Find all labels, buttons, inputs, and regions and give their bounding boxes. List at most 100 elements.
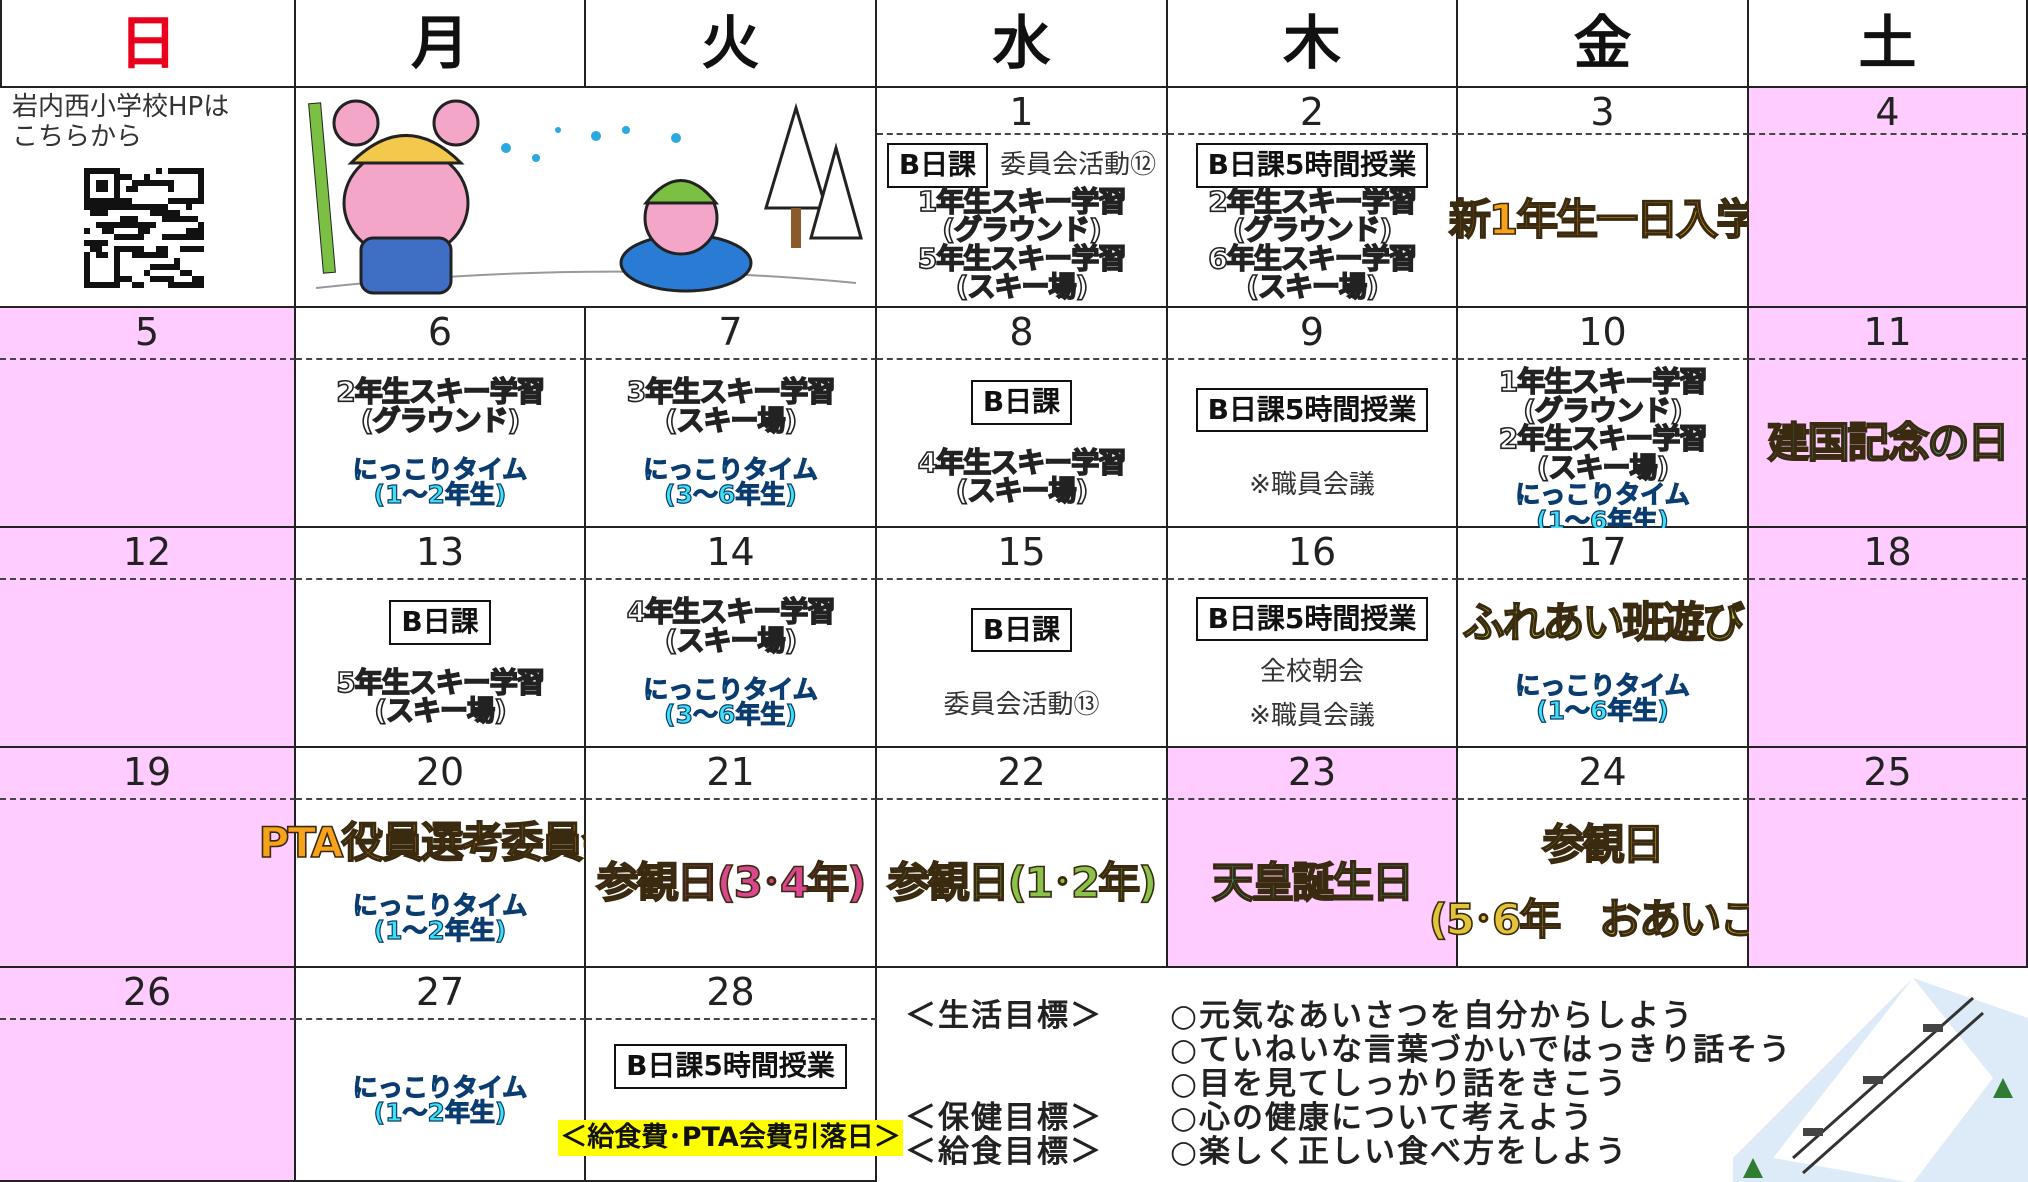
day-cell (1749, 800, 2028, 968)
qr-module (102, 198, 108, 204)
event: 3年生スキー学習 (スキー場) (626, 377, 836, 435)
qr-module (84, 282, 90, 288)
event: ※職員会議 (1249, 703, 1375, 730)
qr-module (84, 276, 90, 282)
qr-module (120, 216, 126, 222)
goal-label: ＜給食目標＞ (905, 1134, 1103, 1170)
qr-module (84, 204, 90, 210)
event: 2年生スキー学習 (グラウンド) (1207, 184, 1417, 245)
date-number: 24 (1578, 750, 1627, 794)
date-number: 9 (1299, 310, 1325, 354)
event-line: 参観日(1･2年) (887, 857, 1158, 907)
qr-module (186, 204, 192, 210)
qr-module (132, 252, 138, 258)
event: 天皇誕生日 (1211, 860, 1415, 905)
qr-module (108, 204, 114, 210)
qr-module (150, 204, 156, 210)
qr-module (144, 228, 150, 234)
date-cell: 28 (586, 968, 877, 1020)
qr-module (102, 228, 108, 234)
qr-module (168, 210, 174, 216)
event-line: (1～2年生) (373, 916, 507, 946)
qr-module (90, 246, 96, 252)
event-line: B日課 (898, 148, 977, 181)
qr-module (96, 186, 102, 192)
event-line: 1年生スキー学習 (917, 184, 1127, 218)
ski-lift-illustration (1733, 978, 2028, 1182)
qr-module (120, 204, 126, 210)
event-line: 4年生スキー学習 (626, 595, 836, 629)
event-line: にっこりタイム (643, 454, 819, 484)
qr-module (96, 204, 102, 210)
qr-module (174, 198, 180, 204)
qr-module (186, 246, 192, 252)
event: 委員会活動⑫ (1000, 152, 1156, 179)
qr-module (96, 240, 102, 246)
date-cell: 7 (586, 308, 877, 360)
date-number: 19 (122, 750, 172, 794)
day-header: 月 (296, 0, 586, 88)
day-cell: にっこりタイム (1～2年生) (296, 1020, 586, 1182)
date-number: 20 (415, 750, 465, 794)
event-line: にっこりタイム (352, 454, 528, 484)
goal-item: ○目を見てしっかり話をきこう (1170, 1066, 1629, 1102)
qr-module (156, 252, 162, 258)
day-cell: 4年生スキー学習 (スキー場) にっこりタイム (3～6年生) (586, 580, 877, 748)
qr-module (132, 180, 138, 186)
qr-module (84, 186, 90, 192)
day-cell: 参観日(1･2年) (877, 800, 1168, 968)
qr-module (150, 264, 156, 270)
event-line: (グラウンド) (360, 404, 521, 438)
event-line: B日課5時間授業 (1207, 601, 1417, 635)
event-line: B日課 (982, 385, 1061, 419)
qr-module (120, 222, 126, 228)
event-line: (スキー場) (1245, 270, 1379, 304)
event: にっこりタイム (1～6年生) (1515, 672, 1691, 724)
qr-module (174, 216, 180, 222)
qr-module (120, 174, 126, 180)
date-number: 7 (718, 310, 743, 354)
qr-module (114, 276, 120, 282)
event: B日課5時間授業 (1195, 387, 1429, 433)
qr-module (156, 210, 162, 216)
qr-module (126, 216, 132, 222)
qr-module (144, 270, 150, 276)
date-cell: 23 (1168, 748, 1458, 800)
event: B日課5時間授業 (1195, 596, 1429, 642)
date-cell: 5 (0, 308, 296, 360)
qr-module (114, 234, 120, 240)
qr-module (102, 210, 108, 216)
qr-module (114, 192, 120, 198)
qr-module (96, 198, 102, 204)
qr-module (102, 168, 108, 174)
day-cell: PTA役員選考委員会 にっこりタイム (1～2年生) (258, 800, 624, 968)
date-number: 25 (1863, 750, 1912, 794)
day-cell: B日課5時間授業 ＜給食費･PTA会費引落日＞ (558, 1020, 903, 1182)
goal-item: ○元気なあいさつを自分からしよう (1170, 998, 1695, 1034)
qr-module (120, 234, 126, 240)
qr-module (186, 234, 192, 240)
event-line: (グラウンド) (941, 213, 1102, 247)
qr-module (126, 174, 132, 180)
qr-module (90, 168, 96, 174)
qr-module (174, 168, 180, 174)
qr-module (84, 252, 90, 258)
event: B日課 (886, 143, 989, 188)
date-cell: 11 (1749, 308, 2028, 360)
qr-module (132, 204, 138, 210)
day-cell (0, 360, 296, 528)
qr-module (162, 180, 168, 186)
day-cell: B日課 委員会活動⑬ (877, 580, 1168, 748)
qr-module (180, 198, 186, 204)
event-line: 5年生スキー学習 (917, 241, 1127, 275)
event-line: 2年生スキー学習 (1207, 184, 1417, 218)
qr-module (168, 234, 174, 240)
date-number: 3 (1590, 90, 1615, 134)
goals-area: ＜生活目標＞ ○元気なあいさつを自分からしよう ○ていねいな言葉づかいではっきり話そ… (877, 968, 2028, 1182)
date-cell: 18 (1749, 528, 2028, 580)
date-number: 15 (997, 530, 1046, 574)
event-line: 新1年生一日入学 (1448, 195, 1759, 245)
qr-module (108, 198, 114, 204)
date-number: 26 (122, 970, 172, 1014)
qr-module (138, 222, 144, 228)
